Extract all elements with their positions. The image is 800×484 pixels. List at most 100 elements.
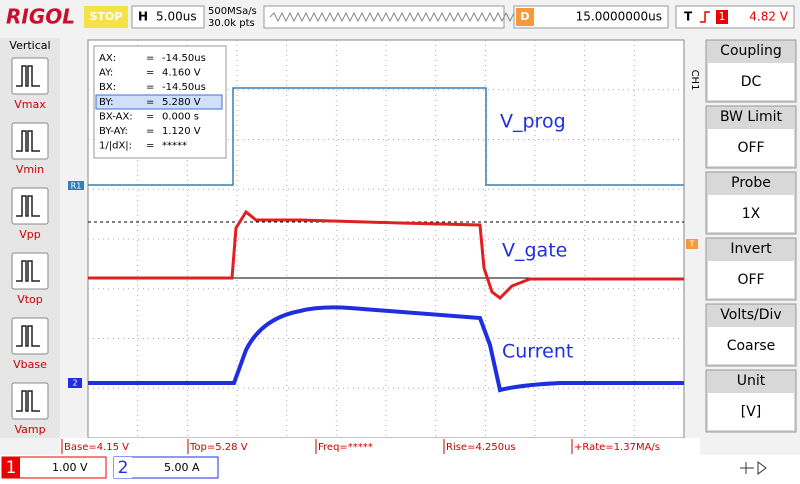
menu-value[interactable]: [V] [741, 404, 762, 420]
menu-title: Invert [730, 241, 772, 257]
trigger-ch-box [716, 10, 728, 24]
cursor-value: BX: [99, 82, 116, 93]
measure-icon [16, 390, 40, 412]
ref-marker [68, 181, 84, 190]
memory-depth: 30.0k pts [208, 18, 255, 29]
measurement: Rise=4.250us [446, 442, 516, 453]
cursor-value: BY-AY: [99, 126, 128, 137]
measure-button[interactable] [11, 382, 49, 420]
measure-item[interactable]: Vpp [19, 228, 41, 241]
trace-current [88, 305, 684, 393]
menu-title: Probe [731, 175, 771, 191]
cursor-value: BX-AX: [99, 111, 133, 122]
measure-icon [16, 65, 40, 87]
trigger-edge [700, 11, 710, 23]
menu-channel: CH1 [689, 70, 700, 91]
channel-number: 2 [118, 458, 129, 478]
ref-marker-label: R1 [71, 182, 82, 191]
cursor-value: 1/|dX|: [99, 141, 132, 152]
measure-icon [16, 325, 40, 347]
logo: RIGOL [6, 5, 75, 29]
menu-value-box [708, 63, 794, 100]
trigger-channel: 1 [719, 10, 726, 23]
channel-number-box [114, 457, 132, 478]
sample-rate: 500MSa/s [208, 6, 257, 17]
cursor-value: = [146, 97, 154, 108]
menu-title: Unit [737, 373, 766, 389]
delay: 15.0000000us [576, 10, 662, 24]
channel-scale: 1.00 V [52, 461, 88, 474]
trigger-label: T [684, 10, 693, 24]
menu-value-box [708, 261, 794, 298]
measure-icon [16, 260, 40, 282]
menu-value-box [708, 195, 794, 232]
measure-button[interactable] [11, 252, 49, 290]
measurement: +Rate=1.37MA/s [574, 442, 660, 453]
channel-number: 1 [6, 458, 17, 478]
measurement: Base=4.15 V [64, 442, 129, 453]
channel-number-box [2, 457, 20, 478]
ch2-marker [68, 378, 82, 388]
menu-value[interactable]: OFF [737, 140, 764, 156]
menu-value-box [708, 129, 794, 166]
trigger-level: 4.82 V [749, 10, 789, 24]
trigger-marker [686, 239, 698, 249]
menu-value[interactable]: 1X [742, 206, 761, 222]
timebase-label: H [138, 10, 148, 24]
menu-value-box [708, 327, 794, 364]
measure-item[interactable]: Vtop [17, 293, 43, 306]
trace-label: V_prog [500, 111, 566, 133]
channel-scale: 5.00 A [164, 461, 200, 474]
cursor-value: = [146, 68, 154, 79]
measure-item[interactable]: Vmax [14, 98, 46, 111]
measure-item[interactable]: Vbase [13, 358, 47, 371]
cursor-value: -14.50us [162, 53, 206, 64]
trace-label: V_gate [502, 240, 567, 262]
menu-title: BW Limit [720, 109, 783, 125]
menu-value[interactable]: OFF [737, 272, 764, 288]
timebase: 5.00us [156, 10, 197, 24]
status: STOP [90, 10, 123, 23]
measure-item[interactable]: Vamp [14, 423, 45, 436]
cursor-value: ***** [162, 141, 187, 152]
cursor-value: = [146, 111, 154, 122]
measure-button[interactable] [11, 57, 49, 95]
cursor-value: AX: [99, 53, 116, 64]
cursor-value: = [146, 126, 154, 137]
menu-value[interactable]: Coarse [727, 338, 776, 354]
cursor-value: 5.280 V [162, 97, 201, 108]
left-menu [0, 38, 60, 438]
measure-button[interactable] [11, 317, 49, 355]
cursor-value: = [146, 141, 154, 152]
cursor-value: = [146, 53, 154, 64]
cursor-value: 4.160 V [162, 68, 201, 79]
measure-button[interactable] [11, 187, 49, 225]
trace-v-prog [88, 87, 684, 186]
left-menu-title: Vertical [9, 39, 50, 52]
menu-value-box [708, 393, 794, 430]
usb-sound-icons [740, 461, 767, 475]
delay-icon [516, 8, 534, 26]
measurement: Top=5.28 V [189, 442, 248, 453]
status-box [84, 6, 128, 28]
cursor-value: = [146, 82, 154, 93]
trace-label: Current [502, 341, 573, 363]
delay-label: D [520, 10, 529, 23]
timebase-box [131, 5, 205, 29]
measure-button[interactable] [11, 122, 49, 160]
cursor-value: AY: [99, 68, 113, 79]
delay-box [513, 5, 669, 29]
menu-title: Volts/Div [720, 307, 781, 323]
measure-bar [60, 438, 700, 455]
measure-icon [16, 130, 40, 152]
measure-icon [16, 195, 40, 217]
trace-v-gate [88, 209, 684, 300]
trigger-marker-label: T [689, 240, 695, 249]
menu-title: Coupling [720, 43, 782, 59]
cursor-value: -14.50us [162, 82, 206, 93]
menu-value[interactable]: DC [741, 74, 762, 90]
cursor-value: 1.120 V [162, 126, 201, 137]
measure-item[interactable]: Vmin [16, 163, 44, 176]
